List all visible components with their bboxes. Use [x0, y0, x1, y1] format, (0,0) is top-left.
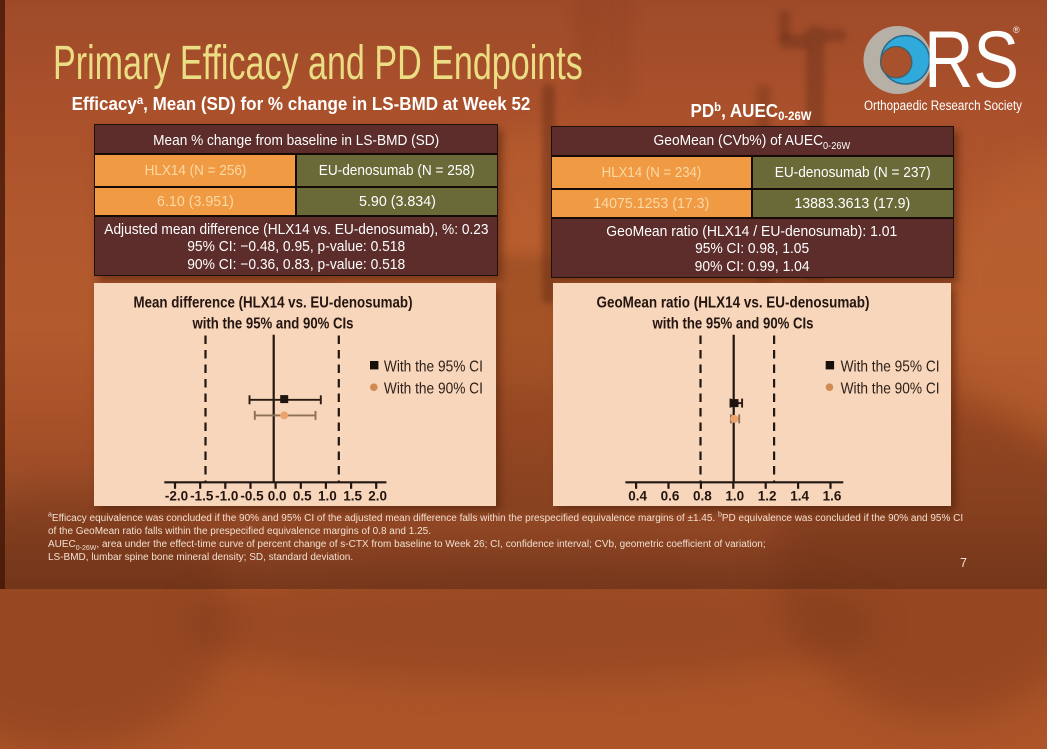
svg-text:With the 95% CI: With the 95% CI: [841, 359, 940, 376]
svg-text:1.4: 1.4: [790, 488, 809, 503]
svg-text:-0.5: -0.5: [240, 488, 264, 503]
svg-text:-1.5: -1.5: [190, 488, 214, 503]
svg-text:with the 95% and 90% CIs: with the 95% and 90% CIs: [652, 315, 814, 332]
svg-text:Mean difference (HLX14 vs. EU-: Mean difference (HLX14 vs. EU-denosumab): [134, 294, 413, 311]
svg-text:-2.0: -2.0: [165, 488, 188, 503]
svg-text:0.6: 0.6: [661, 488, 680, 503]
svg-text:-1.0: -1.0: [215, 488, 238, 503]
svg-text:0.5: 0.5: [293, 488, 312, 503]
svg-text:1.5: 1.5: [343, 488, 362, 503]
svg-text:1.2: 1.2: [758, 488, 777, 503]
svg-text:2.0: 2.0: [368, 488, 387, 503]
svg-text:0.0: 0.0: [268, 488, 287, 503]
svg-text:With the 90% CI: With the 90% CI: [841, 381, 940, 398]
svg-text:0.4: 0.4: [628, 488, 647, 503]
svg-text:1.0: 1.0: [725, 488, 744, 503]
svg-text:0.8: 0.8: [693, 488, 712, 503]
svg-text:1.6: 1.6: [823, 488, 842, 503]
svg-text:With the 95% CI: With the 95% CI: [384, 359, 483, 376]
svg-text:1.0: 1.0: [318, 488, 337, 503]
svg-text:with the 95% and 90% CIs: with the 95% and 90% CIs: [192, 315, 354, 332]
svg-text:With the 90% CI: With the 90% CI: [384, 381, 483, 398]
svg-text:GeoMean ratio (HLX14 vs. EU-de: GeoMean ratio (HLX14 vs. EU-denosumab): [597, 294, 870, 311]
